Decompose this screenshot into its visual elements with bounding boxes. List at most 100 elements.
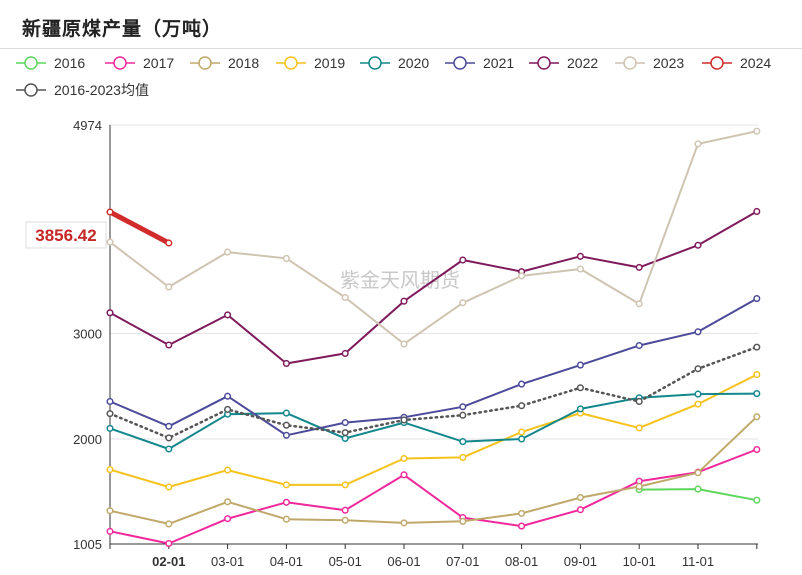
data-point bbox=[694, 328, 702, 336]
data-point bbox=[694, 241, 702, 249]
data-point bbox=[106, 466, 114, 474]
data-point bbox=[106, 507, 114, 515]
legend-item: 2022 bbox=[529, 55, 598, 71]
data-point bbox=[576, 506, 584, 514]
data-point bbox=[224, 248, 232, 256]
legend-item: 2018 bbox=[190, 55, 259, 71]
data-point bbox=[341, 349, 349, 357]
data-point bbox=[106, 208, 114, 216]
series-2019 bbox=[106, 371, 761, 491]
data-point bbox=[282, 431, 290, 439]
data-point bbox=[635, 300, 643, 308]
chart-title: 新疆原煤产量（万吨） bbox=[22, 18, 223, 40]
y-tick-label: 3000 bbox=[73, 326, 102, 341]
legend-swatch-marker bbox=[113, 56, 127, 70]
legend-label: 2017 bbox=[143, 55, 174, 71]
legend-label: 2023 bbox=[653, 55, 684, 71]
legend-swatch-marker bbox=[24, 56, 38, 70]
data-point bbox=[165, 483, 173, 491]
data-point bbox=[165, 520, 173, 528]
data-point bbox=[518, 522, 526, 530]
legend-item: 2024 bbox=[702, 55, 771, 71]
data-point bbox=[576, 494, 584, 502]
series-line bbox=[109, 448, 758, 545]
data-point bbox=[282, 409, 290, 417]
series-lines bbox=[106, 127, 761, 548]
data-point bbox=[282, 498, 290, 506]
data-point bbox=[224, 515, 232, 523]
y-tick-label: 4974 bbox=[73, 118, 102, 133]
data-point bbox=[518, 380, 526, 388]
series-line bbox=[109, 297, 758, 437]
data-point bbox=[694, 485, 702, 493]
series-2024 bbox=[106, 208, 173, 247]
legend: 2016 2017 2018 2019 2020 2021 2022 2023 2024 2016… bbox=[16, 55, 771, 98]
data-point bbox=[106, 397, 114, 406]
data-point bbox=[224, 498, 232, 506]
data-point bbox=[576, 361, 584, 369]
data-point bbox=[518, 402, 526, 410]
series-2020 bbox=[106, 390, 761, 453]
legend-item: 2016 bbox=[16, 55, 85, 71]
data-point bbox=[224, 466, 232, 474]
data-point bbox=[459, 411, 467, 419]
x-tick-label: 06-01 bbox=[387, 554, 420, 569]
data-point bbox=[459, 403, 467, 411]
data-point bbox=[518, 435, 526, 443]
data-point bbox=[341, 506, 349, 514]
data-point bbox=[576, 405, 584, 413]
data-point bbox=[753, 390, 761, 398]
data-point bbox=[694, 469, 702, 477]
legend-label: 2016 bbox=[54, 55, 85, 71]
data-point bbox=[576, 252, 584, 260]
legend-swatch-marker bbox=[368, 56, 382, 70]
x-tick-label: 07-01 bbox=[446, 554, 479, 569]
data-point bbox=[576, 265, 584, 273]
data-point bbox=[341, 293, 349, 302]
data-point bbox=[753, 445, 761, 454]
series-2016 bbox=[635, 485, 761, 504]
data-point bbox=[753, 127, 761, 135]
data-point bbox=[282, 515, 290, 523]
data-point bbox=[282, 421, 290, 429]
x-tick-label: 10-01 bbox=[623, 554, 656, 569]
data-point bbox=[459, 256, 467, 264]
data-point bbox=[635, 397, 643, 406]
data-point bbox=[694, 365, 702, 373]
data-point bbox=[106, 309, 114, 317]
legend-item: 2019 bbox=[276, 55, 345, 71]
data-point bbox=[282, 359, 290, 368]
series-line bbox=[107, 209, 172, 246]
current-value-box bbox=[25, 221, 107, 249]
data-point bbox=[635, 341, 643, 350]
x-tick-label: 03-01 bbox=[211, 554, 244, 569]
data-point bbox=[694, 390, 702, 398]
data-point bbox=[753, 413, 761, 421]
legend-swatch-marker bbox=[710, 56, 724, 70]
data-point bbox=[341, 429, 349, 437]
watermark-text: 紫金天风期货 bbox=[340, 268, 460, 292]
data-point bbox=[459, 517, 467, 525]
data-point bbox=[459, 438, 467, 446]
data-point bbox=[282, 254, 290, 262]
data-point bbox=[400, 340, 408, 348]
legend-swatch-marker bbox=[453, 56, 467, 70]
legend-swatch-marker bbox=[284, 56, 298, 70]
series-2022 bbox=[106, 207, 761, 368]
legend-swatch-marker bbox=[537, 56, 551, 70]
series-line bbox=[109, 373, 758, 488]
data-point bbox=[459, 299, 467, 307]
data-point bbox=[753, 371, 761, 379]
data-point bbox=[165, 422, 173, 430]
data-point bbox=[635, 482, 643, 491]
legend-item: 2016-2023均值 bbox=[16, 82, 149, 98]
data-point bbox=[165, 239, 173, 247]
data-point bbox=[341, 419, 349, 427]
data-point bbox=[165, 341, 173, 349]
series-line bbox=[108, 345, 759, 440]
x-tick-label: 09-01 bbox=[564, 554, 597, 569]
y-tick-label: 1005 bbox=[73, 537, 102, 552]
data-point bbox=[694, 400, 702, 408]
data-point bbox=[341, 481, 349, 489]
data-point bbox=[753, 496, 761, 504]
